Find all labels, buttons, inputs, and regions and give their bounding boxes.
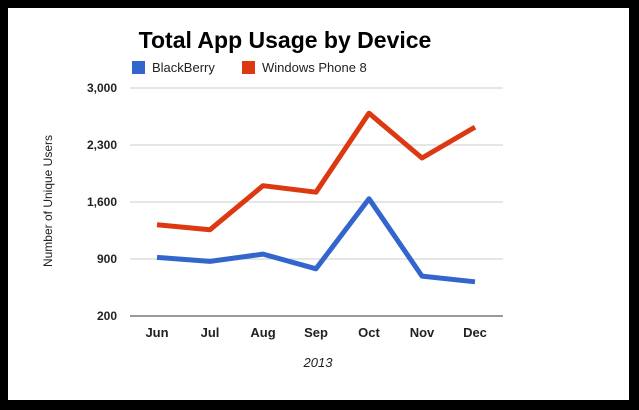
y-axis-label: Number of Unique Users	[41, 135, 55, 267]
x-tick-label: Jun	[145, 325, 168, 340]
x-tick-label: Sep	[304, 325, 328, 340]
series-line-blackberry	[156, 196, 476, 285]
series-line-windows-phone-8	[156, 110, 477, 233]
y-axis-ticks: 200 900 1,600 2,300 3,000	[87, 81, 117, 323]
x-tick-label: Aug	[250, 325, 275, 340]
gridlines	[130, 87, 503, 317]
legend-label: BlackBerry	[152, 60, 215, 75]
x-axis-label: 2013	[303, 355, 334, 370]
x-axis-ticks: Jun Jul Aug Sep Oct Nov Dec	[145, 325, 486, 340]
y-tick-label: 1,600	[87, 195, 117, 209]
legend-swatch	[242, 61, 255, 74]
x-tick-label: Jul	[201, 325, 220, 340]
legend-swatch	[132, 61, 145, 74]
y-tick-label: 2,300	[87, 138, 117, 152]
legend-label: Windows Phone 8	[262, 60, 367, 75]
y-tick-label: 3,000	[87, 81, 117, 95]
y-tick-label: 200	[97, 309, 117, 323]
x-tick-label: Oct	[358, 325, 380, 340]
x-tick-label: Dec	[463, 325, 487, 340]
y-tick-label: 900	[97, 252, 117, 266]
series-lines	[156, 110, 477, 285]
chart-title: Total App Usage by Device	[139, 27, 432, 53]
legend: BlackBerry Windows Phone 8	[132, 60, 367, 75]
x-tick-label: Nov	[410, 325, 435, 340]
